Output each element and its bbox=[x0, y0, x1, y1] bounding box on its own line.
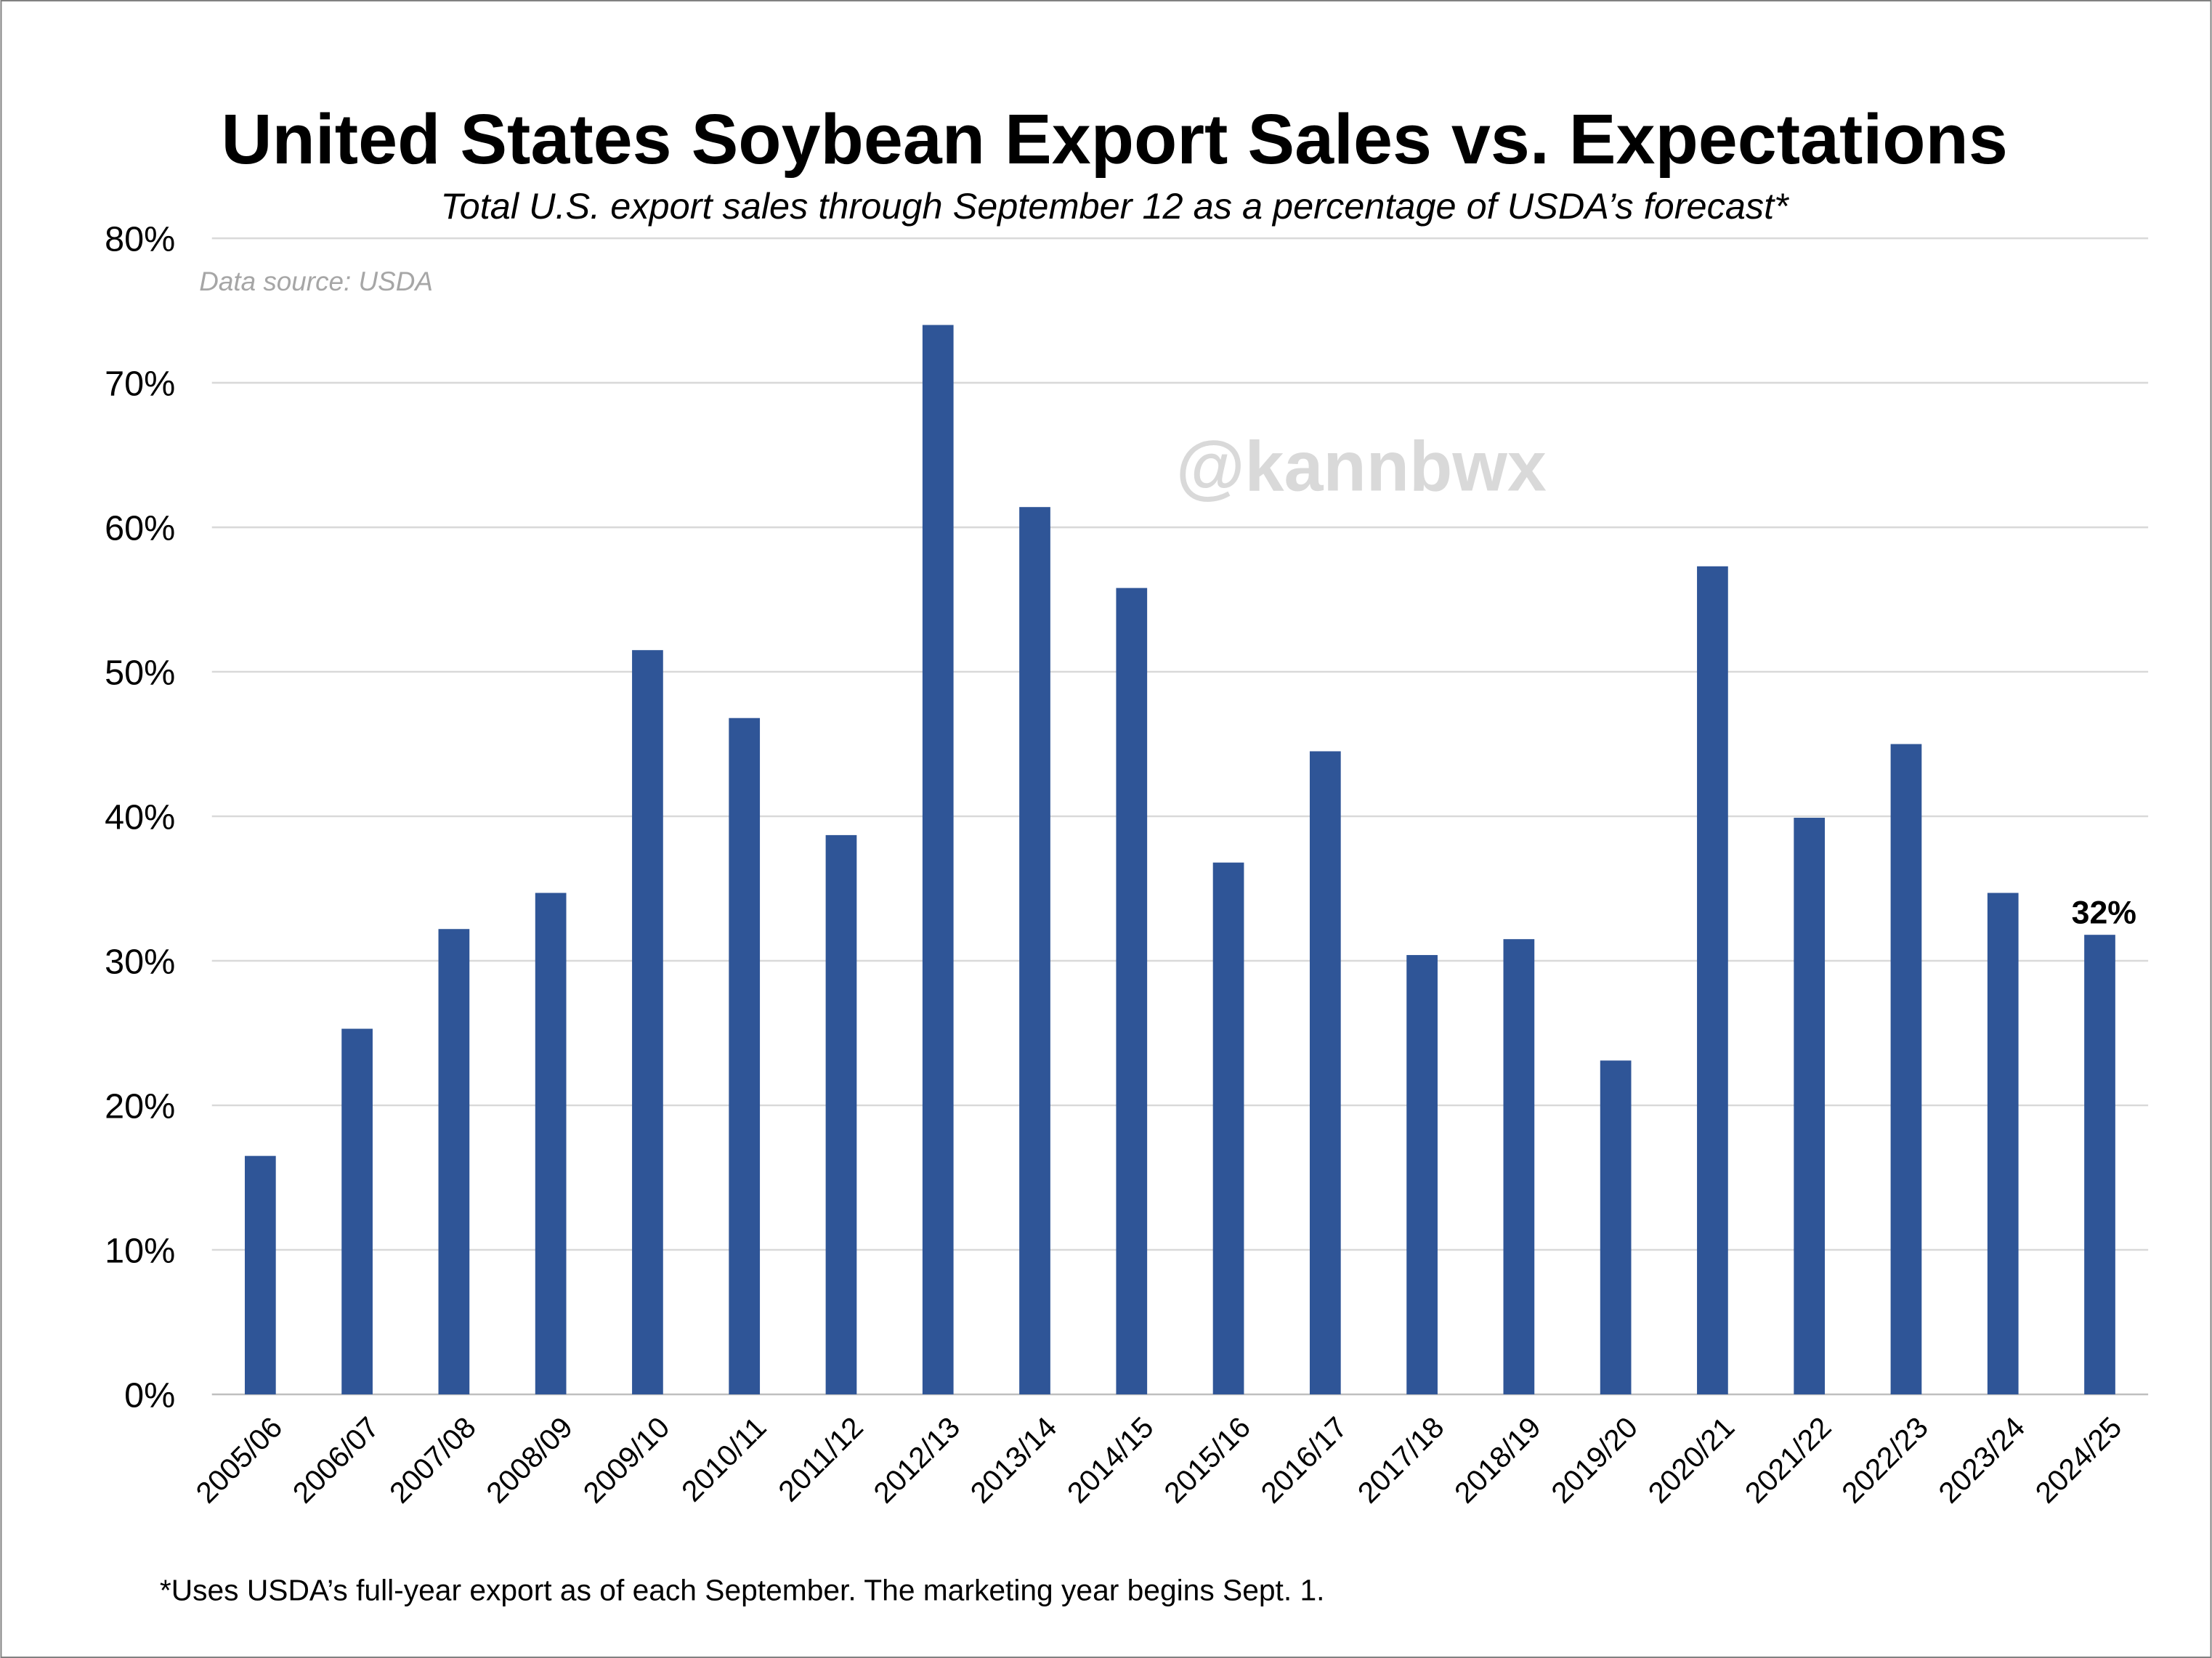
data-source: Data source: USDA bbox=[199, 267, 433, 296]
bar-2009-10 bbox=[632, 650, 663, 1394]
bar-2020-21 bbox=[1697, 566, 1728, 1394]
y-tick-label: 50% bbox=[105, 654, 175, 693]
y-tick-label: 0% bbox=[124, 1375, 175, 1415]
bar-2017-18 bbox=[1406, 955, 1438, 1394]
bar-2013-14 bbox=[1019, 507, 1050, 1394]
y-tick-label: 60% bbox=[105, 509, 175, 548]
y-tick-label: 40% bbox=[105, 797, 175, 837]
y-tick-label: 10% bbox=[105, 1231, 175, 1270]
y-tick-label: 70% bbox=[105, 365, 175, 404]
chart-title: United States Soybean Export Sales vs. E… bbox=[221, 99, 2007, 179]
y-tick-label: 30% bbox=[105, 942, 175, 981]
chart-subtitle: Total U.S. export sales through Septembe… bbox=[440, 185, 1789, 227]
bar-2007-08 bbox=[438, 929, 470, 1394]
data-label: 32% bbox=[2072, 895, 2136, 931]
bar-2011-12 bbox=[825, 834, 857, 1394]
bar-2008-09 bbox=[535, 893, 567, 1394]
bar-2010-11 bbox=[729, 718, 761, 1394]
bar-2012-13 bbox=[922, 325, 954, 1394]
bar-2018-19 bbox=[1503, 939, 1535, 1394]
footnote: *Uses USDA’s full-year export as of each… bbox=[160, 1573, 1325, 1606]
bar-2021-22 bbox=[1794, 818, 1826, 1394]
watermark: @kannbwx bbox=[1176, 427, 1547, 506]
y-tick-label: 80% bbox=[105, 220, 175, 259]
bar-2005-06 bbox=[244, 1155, 276, 1394]
bar-2006-07 bbox=[341, 1028, 373, 1394]
bar-2015-16 bbox=[1212, 862, 1244, 1394]
bar-2019-20 bbox=[1600, 1060, 1632, 1394]
bar-2014-15 bbox=[1116, 588, 1148, 1394]
bar-2023-24 bbox=[1987, 893, 2019, 1394]
bar-2024-25 bbox=[2084, 935, 2115, 1394]
bar-2022-23 bbox=[1890, 744, 1922, 1394]
y-tick-label: 20% bbox=[105, 1086, 175, 1126]
bar-2016-17 bbox=[1309, 751, 1341, 1394]
